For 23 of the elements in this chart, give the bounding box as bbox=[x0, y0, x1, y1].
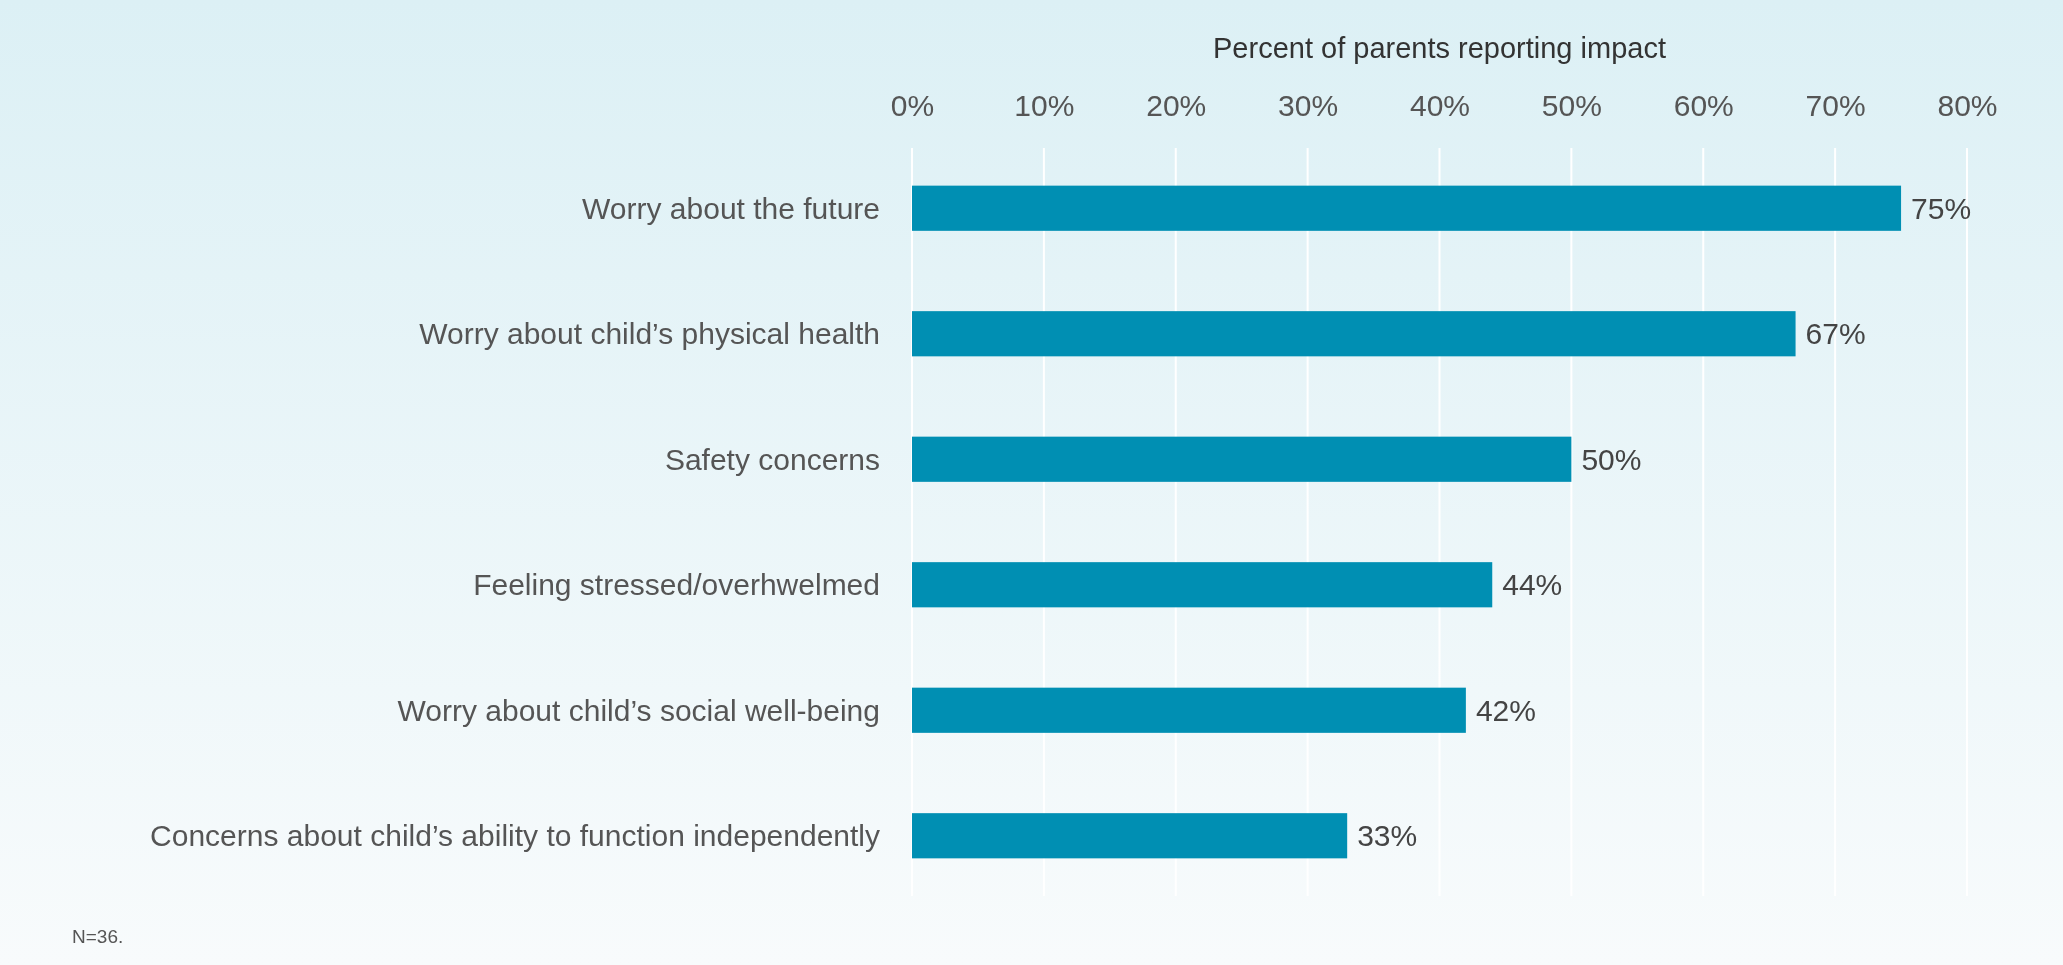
data-label: 75% bbox=[1911, 191, 1972, 225]
x-tick-label: 50% bbox=[1541, 89, 1602, 122]
data-label: 42% bbox=[1475, 693, 1536, 727]
y-tick-label: Worry about the future bbox=[582, 191, 880, 225]
data-label: 67% bbox=[1805, 317, 1866, 351]
data-label: 44% bbox=[1502, 568, 1563, 602]
data-label: 33% bbox=[1357, 819, 1418, 853]
y-tick-label: Worry about child’s physical health bbox=[419, 317, 880, 351]
x-tick-label: 70% bbox=[1805, 89, 1866, 122]
x-tick-label: 30% bbox=[1278, 89, 1339, 122]
x-tick-label: 40% bbox=[1409, 89, 1471, 122]
x-axis-title: Percent of parents reporting impact bbox=[1213, 32, 1666, 64]
data-label: 50% bbox=[1581, 442, 1642, 476]
y-tick-label: Feeling stressed/overhwelmed bbox=[473, 568, 880, 602]
x-tick-label: 0% bbox=[890, 89, 935, 122]
y-tick-label: Safety concerns bbox=[664, 442, 880, 476]
y-tick-label: Worry about child’s social well-being bbox=[397, 693, 880, 727]
x-tick-label: 80% bbox=[1937, 89, 1998, 122]
y-tick-label: Concerns about child’s ability to function independently bbox=[150, 819, 880, 853]
text: N=36. bbox=[72, 926, 124, 947]
x-tick-label: 60% bbox=[1673, 89, 1734, 122]
x-tick-label: 20% bbox=[1146, 89, 1207, 122]
x-tick-label: 10% bbox=[1014, 89, 1075, 122]
